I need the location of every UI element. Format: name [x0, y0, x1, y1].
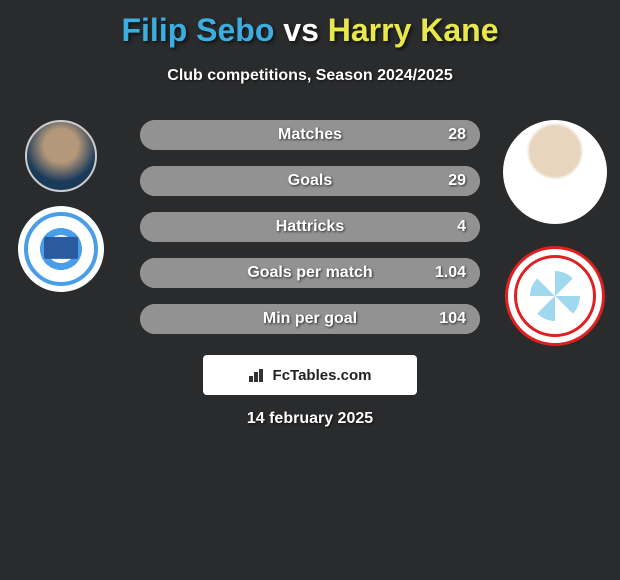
player2-avatar: [503, 120, 607, 224]
player1-club-logo: [18, 206, 104, 292]
stat-value: 1.04: [435, 264, 466, 282]
date-text: 14 february 2025: [0, 410, 620, 428]
player2-column: [500, 120, 610, 346]
player1-avatar: [25, 120, 97, 192]
stat-value: 4: [457, 218, 466, 236]
player1-name: Filip Sebo: [121, 12, 274, 48]
stat-row-goals-per-match: Goals per match 1.04: [140, 258, 480, 288]
stat-label: Goals: [288, 172, 332, 190]
chart-icon: [249, 368, 267, 382]
stat-label: Goals per match: [247, 264, 372, 282]
player2-name: Harry Kane: [328, 12, 499, 48]
stat-value: 28: [448, 126, 466, 144]
watermark: FcTables.com: [203, 355, 417, 395]
stat-value: 29: [448, 172, 466, 190]
stat-row-min-per-goal: Min per goal 104: [140, 304, 480, 334]
stats-container: Matches 28 Goals 29 Hattricks 4 Goals pe…: [140, 120, 480, 334]
stat-row-hattricks: Hattricks 4: [140, 212, 480, 242]
watermark-text: FcTables.com: [273, 367, 372, 384]
comparison-title: Filip Sebo vs Harry Kane: [0, 0, 620, 49]
stat-row-matches: Matches 28: [140, 120, 480, 150]
stat-label: Hattricks: [276, 218, 344, 236]
player2-club-logo: [505, 246, 605, 346]
subtitle: Club competitions, Season 2024/2025: [0, 67, 620, 85]
player1-column: [8, 120, 113, 292]
stat-row-goals: Goals 29: [140, 166, 480, 196]
stat-label: Matches: [278, 126, 342, 144]
stat-label: Min per goal: [263, 310, 357, 328]
stat-value: 104: [439, 310, 466, 328]
vs-text: vs: [283, 12, 319, 48]
